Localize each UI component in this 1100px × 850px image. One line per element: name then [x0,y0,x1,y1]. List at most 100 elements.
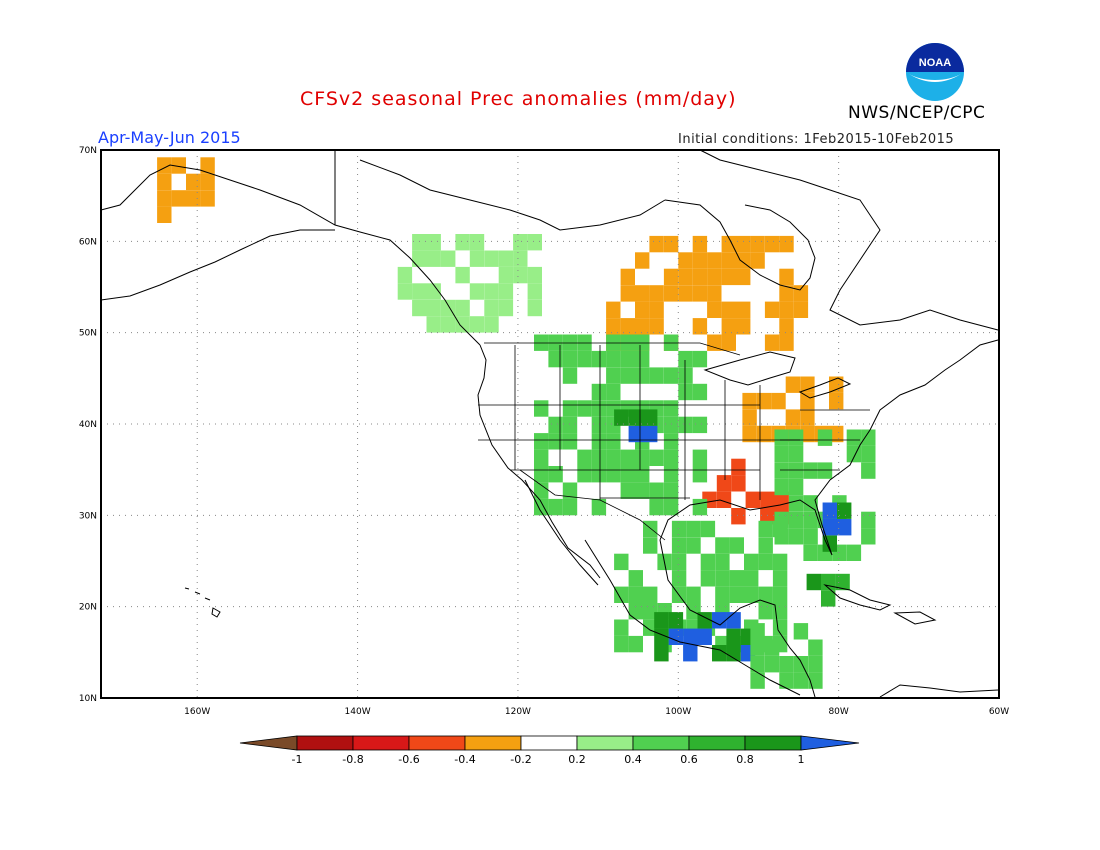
anomaly-cell [548,466,563,483]
anomaly-cell [692,383,708,401]
anomaly-cell [663,466,679,483]
anomaly-cell [534,400,549,417]
anomaly-cell [744,553,759,571]
anomaly-cell [620,466,635,483]
anomaly-cell [736,318,751,335]
anomaly-cell [534,466,549,483]
anomaly-cell [628,635,643,653]
anomaly-cell [744,570,759,587]
anomaly-cell [441,316,456,333]
anomaly-cell [760,491,775,508]
anomaly-cell [649,301,664,318]
anomaly-cell [527,299,542,317]
anomaly-cell [716,491,732,508]
lon-tick-label: 140W [345,707,371,717]
anomaly-cell [772,619,788,636]
logo-text: NOAA [919,57,951,69]
anomaly-cell [678,252,693,269]
anomaly-cell [742,392,757,410]
anomaly-cell [692,318,708,335]
anomaly-cell [750,252,765,269]
anomaly-cell [803,544,818,561]
anomaly-cell [692,268,708,286]
anomaly-cell [744,586,759,603]
anomaly-cell [779,285,794,302]
anomaly-cell [534,498,549,516]
anomaly-cell [649,482,664,499]
colorbar-label: 1 [798,753,805,766]
anomaly-cell [686,586,701,603]
anomaly-cell [671,537,687,554]
anomaly-cell [606,367,621,384]
anomaly-cell [861,445,876,463]
anomaly-cell [772,570,788,587]
anomaly-cell [822,502,837,519]
anomaly-cell [484,299,499,317]
anomaly-cell [620,350,635,368]
anomaly-cell [614,409,629,426]
lat-tick-label: 10N [79,694,97,704]
anomaly-cell [686,520,701,538]
colorbar-segment [688,735,746,751]
anomaly-cell [793,672,809,689]
anomaly-cell [712,612,727,629]
anomaly-cell [774,462,789,479]
anomaly-cell [731,475,746,492]
anomaly-cell [157,206,172,223]
anomaly-cell [484,316,499,333]
anomaly-cell [606,318,621,335]
anomaly-cell [715,586,730,603]
lon-tick-label: 60W [989,707,1009,717]
anomaly-cell [700,553,716,571]
anomaly-cell [726,645,741,662]
anomaly-cell [426,283,441,300]
anomaly-cell [606,433,621,450]
anomaly-cell [614,635,629,653]
anomaly-cell [758,520,773,538]
anomaly-cell [750,623,765,640]
anomaly-cell [808,639,823,656]
anomaly-cell [861,462,876,479]
anomaly-cell [750,672,765,689]
anomaly-cell [649,235,664,253]
anomaly-cell [606,350,621,368]
anomaly-cell [469,283,485,300]
lon-tick-label: 160W [184,707,210,717]
anomaly-cell [397,283,413,300]
anomaly-cell [837,502,852,519]
anomaly-cell [750,235,765,253]
colorbar-segment [520,735,578,751]
anomaly-cell [591,383,607,401]
anomaly-cell [721,252,736,269]
anomaly-cell [846,544,862,561]
anomaly-cell [548,498,563,516]
political-boundaries [478,342,870,541]
anomaly-cell [534,433,549,450]
anomaly-cell [697,628,712,645]
anomaly-cell [671,570,687,587]
anomaly-cell [715,570,730,587]
colorbar-label: -0.8 [342,753,363,766]
anomaly-cell [779,301,794,318]
anomaly-cell [707,252,722,269]
anomaly-cell [513,250,528,267]
anomaly-cell [635,350,650,368]
anomaly-cell [736,268,751,286]
anomaly-cell [837,519,852,536]
anomaly-cell [785,409,801,426]
anomaly-cell [426,234,441,251]
anomaly-cell [846,445,862,463]
anomaly-cell [663,449,679,466]
colorbar-segment [296,735,354,751]
anomaly-cell [692,235,708,253]
map-title: CFSv2 seasonal Prec anomalies (mm/day) [300,88,737,110]
map-frame [100,149,1000,699]
anomaly-cell [721,268,736,286]
anomaly-cell [577,466,592,483]
anomaly-cell [562,400,578,417]
anomaly-cell [606,301,621,318]
lat-tick-label: 30N [79,511,97,521]
anomaly-cell [721,334,736,351]
anomaly-cell [760,508,775,525]
anomaly-cell [756,425,772,443]
